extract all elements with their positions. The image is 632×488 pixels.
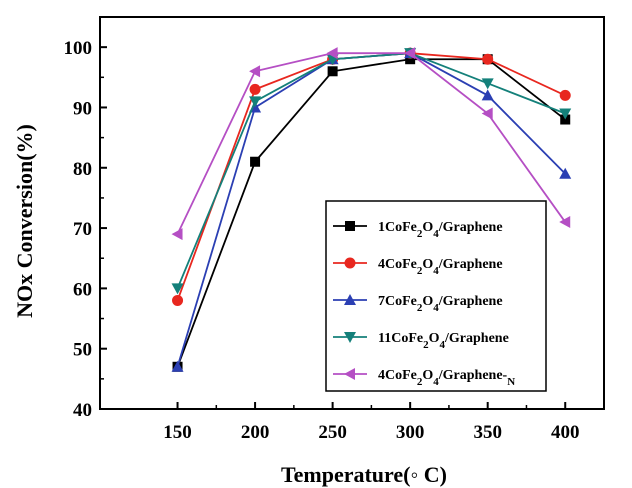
legend-box (325, 200, 547, 392)
legend-label-part: O (422, 294, 433, 309)
legend-label-part: 4 (433, 376, 439, 388)
data-point (482, 53, 494, 65)
legend-label-part: 4 (440, 339, 446, 351)
data-point (326, 47, 338, 60)
series-line (176, 58, 566, 368)
data-point (481, 89, 494, 101)
x-tick-label: 200 (241, 422, 270, 443)
legend-label: 4CoFe2O4/Graphene (378, 257, 503, 277)
data-point (172, 294, 184, 306)
legend-item: 4CoFe2O4/Graphene-N (333, 368, 515, 388)
legend-label-part: /Graphene (438, 294, 503, 309)
series-line (176, 52, 566, 235)
legend-label-part: O (422, 220, 433, 235)
x-axis-label: Temperature(◦ C) (281, 462, 447, 487)
legend-label-part: 4 (433, 302, 439, 314)
legend-label-part: /Graphene (438, 257, 503, 272)
legend-marker (344, 294, 356, 305)
data-point (560, 114, 571, 125)
y-tick-label: 100 (64, 38, 93, 59)
y-tick-label: 50 (73, 340, 92, 361)
plot-frame (99, 16, 605, 410)
y-axis-label: NOx Conversion(%) (12, 124, 37, 318)
legend-label-part: /Graphene- (438, 368, 508, 383)
legend-label-part: 4 (433, 265, 439, 277)
y-tick-label: 70 (73, 219, 92, 240)
legend-label-part: 2 (417, 228, 423, 240)
x-tick-label: 150 (163, 422, 192, 443)
series-5 (171, 47, 571, 241)
data-point (559, 89, 571, 101)
legend-marker (345, 221, 355, 231)
legend-label-part: O (422, 257, 433, 272)
data-point (559, 108, 572, 120)
legend-item: 11CoFe2O4/Graphene (333, 331, 509, 351)
data-point (249, 65, 261, 78)
legend-label-part: 4CoFe (378, 257, 417, 272)
plot-area: 150 200 250 300 350 400 40 50 60 70 80 90 100 (64, 16, 605, 443)
legend-label: 7CoFe2O4/Graphene (378, 294, 503, 314)
legend-marker (344, 257, 356, 269)
x-tick-label: 300 (396, 422, 425, 443)
legend-label-part: 2 (417, 376, 423, 388)
legend: 1CoFe2O4/Graphene4CoFe2O4/Graphene7CoFe2… (325, 200, 547, 392)
legend-label-part: O (429, 331, 440, 346)
x-tick-label: 250 (318, 422, 347, 443)
data-point (171, 283, 184, 295)
data-point (481, 78, 494, 90)
data-point (171, 360, 184, 372)
legend-label-part: 2 (423, 339, 429, 351)
data-point (171, 228, 183, 241)
legend-label-part: 4 (433, 228, 439, 240)
legend-label: 1CoFe2O4/Graphene (378, 220, 503, 240)
data-point (405, 54, 416, 65)
data-point (559, 216, 571, 229)
data-point (249, 96, 262, 108)
data-point (327, 66, 338, 77)
y-tick-label: 40 (73, 400, 92, 421)
legend-marker (344, 332, 356, 343)
legend-label-part: 2 (417, 302, 423, 314)
legend-item: 1CoFe2O4/Graphene (333, 220, 503, 240)
x-tick-label: 350 (473, 422, 502, 443)
data-point (559, 167, 572, 179)
series-line (176, 52, 566, 289)
data-point (404, 47, 416, 60)
legend-label-part: O (422, 368, 433, 383)
x-tick-label: 400 (551, 422, 580, 443)
data-point (249, 83, 261, 95)
legend-label: 4CoFe2O4/Graphene-N (378, 368, 515, 388)
series-layer (171, 47, 572, 372)
y-tick-label: 90 (73, 98, 92, 119)
y-tick-label: 60 (73, 279, 92, 300)
legend-label-part: 4CoFe (378, 368, 417, 383)
legend-label-part: 1CoFe (378, 220, 417, 235)
legend-label-part: /Graphene (444, 331, 509, 346)
data-point (481, 107, 493, 120)
legend-label-part: N (507, 376, 515, 388)
legend-label-part: /Graphene (438, 220, 503, 235)
legend-item: 4CoFe2O4/Graphene (333, 257, 503, 277)
data-point (250, 156, 261, 167)
legend-label-part: 2 (417, 265, 423, 277)
legend-item: 7CoFe2O4/Graphene (333, 294, 503, 314)
legend-label-part: 11CoFe (378, 331, 423, 346)
y-tick-label: 80 (73, 159, 92, 180)
legend-label-part: 7CoFe (378, 294, 417, 309)
legend-label: 11CoFe2O4/Graphene (378, 331, 509, 351)
legend-marker (344, 368, 355, 380)
